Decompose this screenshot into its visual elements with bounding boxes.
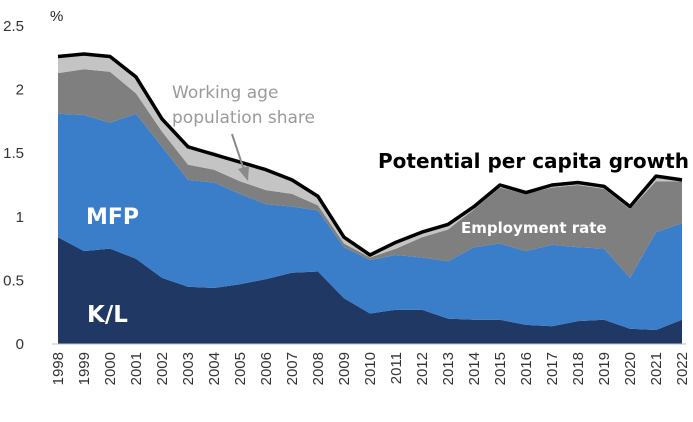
annotation-working-age-line2: population share	[172, 108, 315, 128]
x-tick-label: 2021	[648, 352, 665, 385]
x-tick-label: 2006	[258, 352, 275, 385]
x-tick-labels: 1998 1999 2000 2001 2002 2003 2004 2005 2006 2007…	[50, 352, 691, 385]
annotation-potential: Potential per capita growth	[378, 149, 689, 173]
x-tick-label: 2000	[102, 352, 119, 385]
area-series-group	[58, 54, 682, 344]
y-tick-label: 1.5	[3, 145, 24, 162]
x-tick-label: 2004	[206, 352, 223, 385]
y-tick-labels: 0 0.5 1 1.5 2 2.5	[3, 18, 24, 353]
x-tick-label: 2020	[622, 352, 639, 385]
x-tick-label: 2002	[154, 352, 171, 385]
x-tick-label: 2008	[310, 352, 327, 385]
x-tick-label: 2009	[336, 352, 353, 385]
x-tick-label: 2012	[414, 352, 431, 385]
area-employment-rate	[58, 69, 682, 278]
area-working-age-population-share	[58, 54, 682, 258]
x-tick-label: 2013	[440, 352, 457, 385]
y-tick-label: 2	[16, 82, 24, 99]
x-tick-label: 1999	[76, 352, 93, 385]
area-mfp	[58, 113, 682, 330]
x-tick-label: 2022	[674, 352, 691, 385]
y-tick-label: 1	[16, 209, 24, 226]
total-potential-growth-line	[57, 52, 683, 257]
x-tick-label: 2014	[466, 352, 483, 385]
x-tick-label: 2005	[232, 352, 249, 385]
annotation-mfp: MFP	[86, 205, 139, 230]
x-tick-label: 2019	[596, 352, 613, 385]
annotation-working-age-line1: Working age	[172, 83, 278, 103]
x-tick-label: 2016	[518, 352, 535, 385]
x-tick-label: 2017	[544, 352, 561, 385]
y-tick-label: 2.5	[3, 18, 24, 35]
y-tick-label: 0	[16, 336, 24, 353]
annotation-arrow-head	[238, 166, 249, 181]
area-k-l	[58, 237, 682, 344]
y-unit-label: %	[50, 8, 63, 25]
x-tick-label: 2001	[128, 352, 145, 385]
annotation-arrow-line	[231, 133, 245, 171]
annotation-employment: Employment rate	[461, 219, 607, 237]
total-line-group	[57, 52, 683, 257]
x-tick-label: 2003	[180, 352, 197, 385]
y-tick-label: 0.5	[3, 272, 24, 289]
x-tick-label: 2007	[284, 352, 301, 385]
x-tick-label: 2011	[388, 352, 405, 384]
x-tick-label: 2018	[570, 352, 587, 385]
x-tick-label: 2015	[492, 352, 509, 385]
annotation-kl: K/L	[87, 302, 128, 328]
x-tick-label: 2010	[362, 352, 379, 385]
x-tick-label: 1998	[50, 352, 67, 385]
